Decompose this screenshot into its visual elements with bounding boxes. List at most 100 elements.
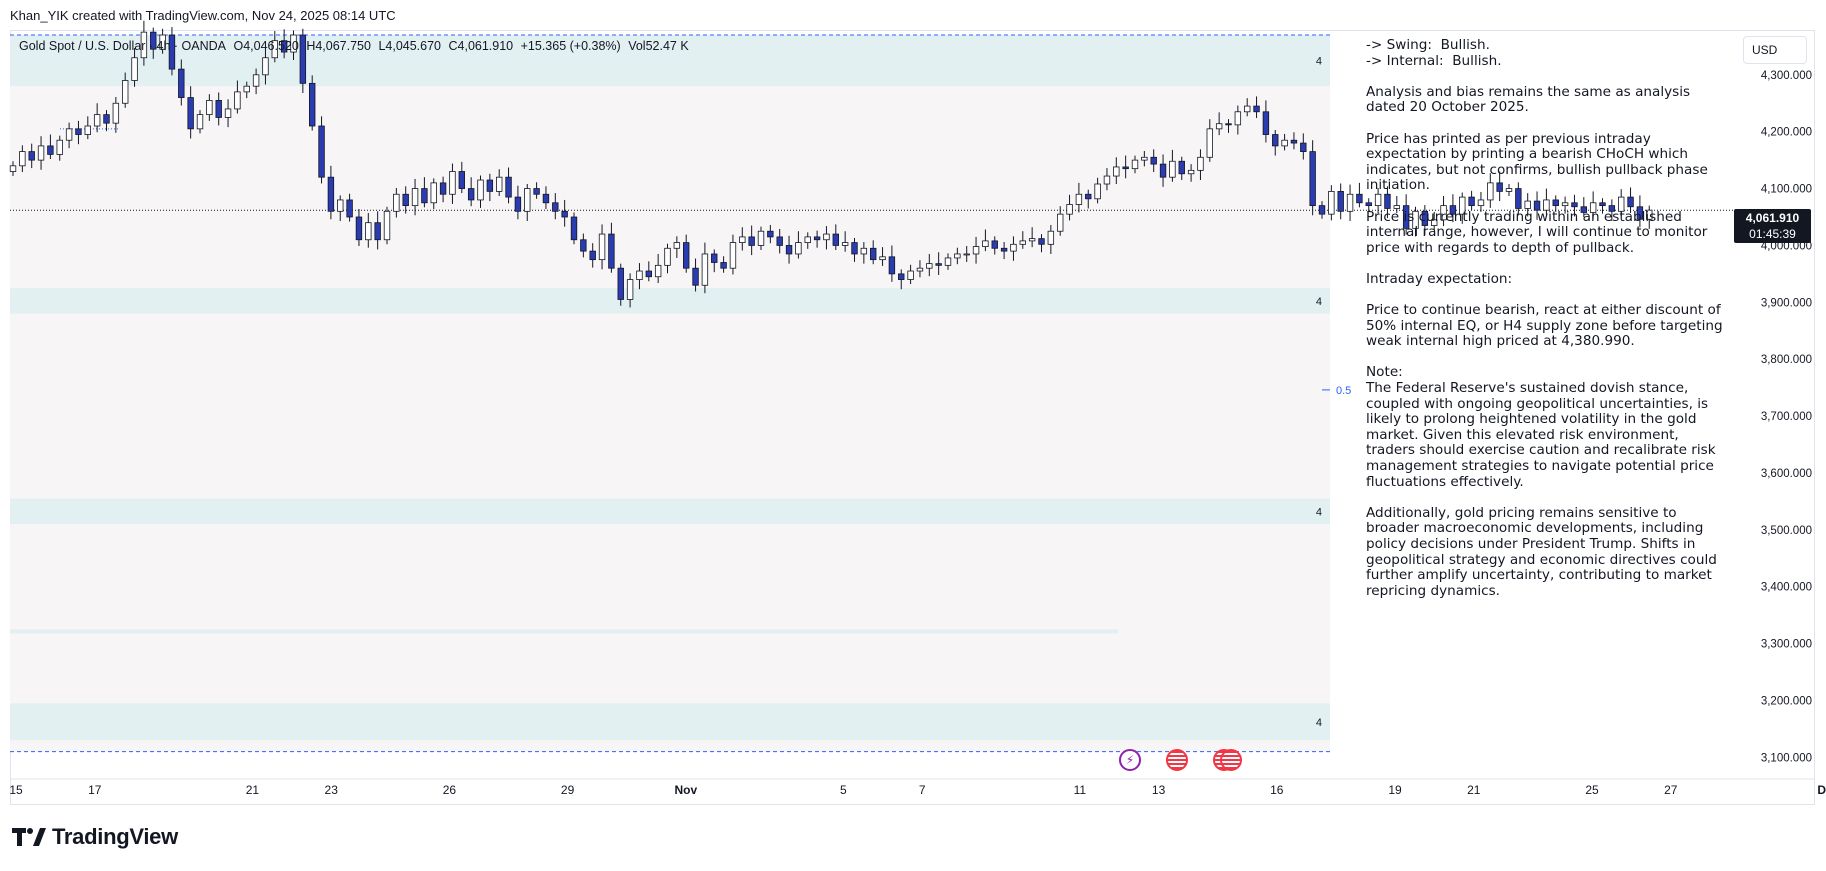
candle [122,72,129,108]
candle-body [299,34,307,84]
candle-body [935,263,942,266]
zone-label: 4 [1316,296,1322,308]
candle-body [626,279,634,300]
candle-body [1356,193,1363,204]
candle-body [795,242,802,255]
candle [168,27,176,76]
candle-body [1262,111,1270,135]
candle-body [1627,196,1634,208]
candle-body [1393,205,1400,209]
candle [112,96,120,133]
candle-body [458,171,465,189]
y-tick-label: 4,200.000 [1761,127,1812,139]
candle [1533,191,1541,220]
candle-body [954,253,961,259]
candle-body [1234,111,1242,126]
candle-body [841,242,849,246]
candle [823,226,830,250]
candle-body [1038,238,1045,245]
candle-body [346,199,353,218]
candle [963,246,970,262]
candle [93,103,101,133]
candle-body [1449,205,1457,215]
x-tick-label: 26 [443,783,457,797]
candle-body [131,57,138,81]
candle [1468,190,1475,211]
candle [757,226,765,250]
candle [870,240,877,265]
candle-body [1533,200,1541,211]
y-tick-label: 4,300.000 [1761,70,1812,82]
candle-body [467,188,475,201]
candle [187,86,194,139]
analysis-notes: -> Swing: Bullish. -> Internal: Bullish.… [1366,37,1723,599]
candle-body [271,40,278,59]
candle-body [421,188,428,204]
candle [1543,188,1550,215]
candle [374,211,381,250]
candle-body [1608,205,1616,212]
x-tick-label: Dec [1817,783,1826,797]
candle-body [262,57,269,76]
candle-body [1215,123,1223,130]
candle [636,263,643,290]
us-flag-event-icon[interactable] [1220,749,1242,771]
candle-body [1113,166,1120,177]
candle [1253,96,1260,119]
candle-body [711,253,718,263]
candle-body [1066,204,1073,215]
symbol-name[interactable]: Gold Spot / U.S. Dollar · 4h · OANDA [19,39,227,53]
candle-body [383,210,391,241]
candle-body [645,270,652,278]
candle [215,92,222,126]
candle-body [907,270,914,280]
candle [1197,149,1204,181]
lightning-event-icon[interactable]: ⚡ [1119,749,1141,771]
candle [1290,132,1298,150]
candles-layer [9,20,1653,308]
candle-body [1318,205,1326,215]
us-flag-event-icon[interactable] [1166,749,1188,771]
candle-body [617,267,624,300]
candle [1010,236,1017,261]
candle-body [898,273,905,280]
candle-body [1618,196,1625,212]
candle-body [739,236,746,243]
candle [140,20,148,66]
candle-body [308,82,316,127]
candle [327,165,335,220]
candle-body [112,102,120,124]
candle-body [1010,243,1017,252]
x-tick-label: 25 [1585,783,1599,797]
y-tick-label: 3,800.000 [1761,354,1812,366]
candle-body [785,245,793,255]
currency-selector[interactable]: USD [1743,36,1807,64]
candle [514,185,522,220]
candle [9,161,17,177]
x-tick-label: 17 [88,783,102,797]
x-tick-label: 11 [1074,783,1087,797]
internal-range-background [10,35,1330,752]
candle [580,233,587,258]
candle-body [1646,209,1653,220]
candle [1608,199,1616,221]
candle [37,136,45,170]
candle [1103,168,1111,191]
candle [178,59,185,106]
candle [907,264,914,285]
candle-body [178,68,185,98]
candle [1094,177,1101,204]
candle [561,199,568,227]
candle-body [439,182,447,195]
candle [1000,242,1008,260]
candle-body [589,250,596,261]
candle-body [1187,169,1195,175]
tradingview-logo[interactable]: TradingView [12,824,178,850]
candle-body [963,253,970,256]
candle-body [832,233,839,246]
candle-body [683,242,690,269]
candle-body [1468,196,1475,207]
candle-body [393,193,400,212]
candle-body [1178,160,1185,175]
